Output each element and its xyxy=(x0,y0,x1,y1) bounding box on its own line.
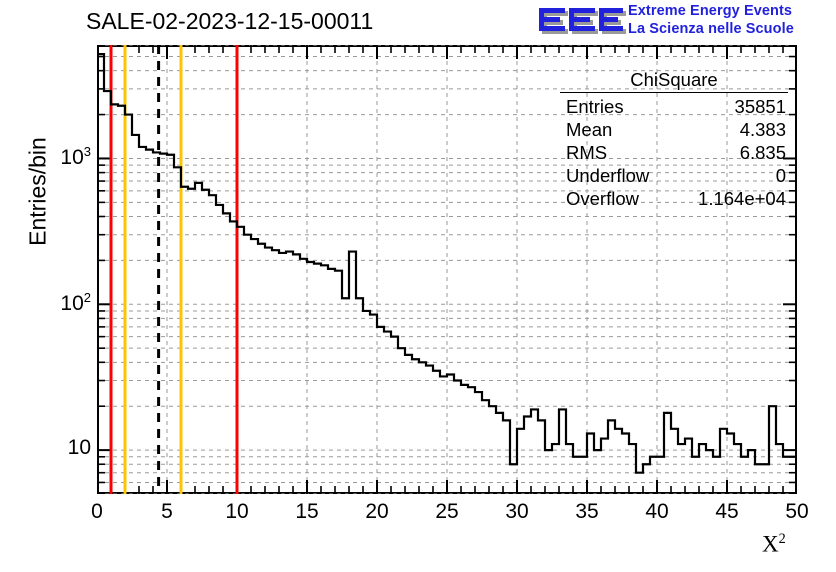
y-tick-label: 103 xyxy=(60,144,91,170)
stats-row-key: Entries xyxy=(566,96,624,117)
x-tick-label: 40 xyxy=(645,500,669,523)
y-tick-label: 102 xyxy=(60,290,91,316)
stats-row-value: 35851 xyxy=(734,96,786,117)
stats-row-value: 0 xyxy=(775,165,786,186)
x-tick-label: 5 xyxy=(161,500,173,523)
x-tick-label: 45 xyxy=(715,500,739,523)
eee-logo-text: Extreme Energy Events La Scienza nelle S… xyxy=(628,3,794,38)
histogram-step-curve xyxy=(97,52,797,494)
y-axis-title: Entries/bin xyxy=(24,137,51,246)
x-tick-label: 10 xyxy=(225,500,249,523)
eee-logo-line1: Extreme Energy Events xyxy=(628,3,793,19)
x-tick-label: 0 xyxy=(91,500,103,523)
stats-row-value: 6.835 xyxy=(739,142,786,163)
stats-row: RMS 6.835 xyxy=(560,141,788,164)
stats-row: Mean 4.383 xyxy=(560,118,788,141)
stats-row-key: RMS xyxy=(566,142,608,163)
x-tick-label: 20 xyxy=(365,500,389,523)
stats-row-key: Mean xyxy=(566,119,613,140)
x-tick-label: 15 xyxy=(295,500,319,523)
x-tick-label: 25 xyxy=(435,500,459,523)
x-axis-title-base: X xyxy=(762,531,779,557)
stats-rows: Entries 35851 Mean 4.383 RMS 6.835 Underflow 0 O… xyxy=(560,95,788,210)
x-axis-title-exponent: 2 xyxy=(778,531,786,547)
eee-mark-icon xyxy=(539,8,626,34)
marker-lines xyxy=(109,45,239,494)
x-axis-title: X2 xyxy=(762,531,786,558)
stats-divider xyxy=(560,92,788,93)
stats-row-value: 4.383 xyxy=(739,119,786,140)
stats-box: ChiSquare Entries 35851 Mean 4.383 RMS 6.835 U… xyxy=(560,68,788,210)
x-tick-label: 35 xyxy=(575,500,599,523)
eee-logo: Extreme Energy Events La Scienza nelle S… xyxy=(536,2,836,42)
y-tick-label: 10 xyxy=(67,436,91,460)
stats-row-key: Underflow xyxy=(566,165,650,186)
eee-logo-line2: La Scienza nelle Scuole xyxy=(628,20,794,37)
stats-row: Overflow 1.164e+04 xyxy=(560,187,788,210)
stats-row: Entries 35851 xyxy=(560,95,788,118)
stats-row-key: Overflow xyxy=(566,188,639,209)
stats-title: ChiSquare xyxy=(630,69,718,90)
page-title: SALE-02-2023-12-15-00011 xyxy=(86,8,374,34)
plot-area xyxy=(97,45,797,494)
stats-row-value: 1.164e+04 xyxy=(698,188,786,209)
stats-row: Underflow 0 xyxy=(560,164,788,187)
x-tick-label: 30 xyxy=(505,500,529,523)
x-tick-label: 50 xyxy=(785,500,809,523)
